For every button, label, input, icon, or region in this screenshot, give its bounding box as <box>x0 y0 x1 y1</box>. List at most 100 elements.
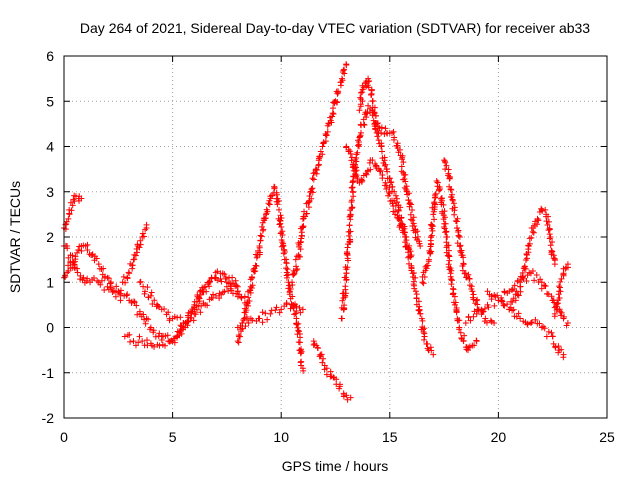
data-point-track-g <box>249 282 256 289</box>
data-point-track-c <box>67 258 74 265</box>
data-point-track-k <box>417 310 424 317</box>
data-point-track-l <box>370 109 377 116</box>
data-point-track-n <box>461 332 468 339</box>
data-point-track-k <box>344 244 351 251</box>
data-point-track-n <box>441 208 448 215</box>
data-point-track-k <box>410 270 417 277</box>
data-point-track-l <box>390 128 397 135</box>
data-point-track-m <box>386 184 393 191</box>
data-marks <box>61 61 571 403</box>
data-point-track-k <box>430 351 437 358</box>
data-point-track-d <box>136 244 143 251</box>
data-point-track-a <box>117 297 124 304</box>
data-point-track-f <box>238 295 245 302</box>
data-point-track-r <box>541 325 548 332</box>
data-point-track-q <box>533 221 540 228</box>
data-point-track-q <box>525 249 532 256</box>
data-point-track-m <box>358 176 365 183</box>
data-point-track-f <box>197 309 204 316</box>
data-point-track-q <box>535 217 542 224</box>
data-point-track-k <box>416 307 423 314</box>
data-point-track-n <box>451 293 458 300</box>
data-point-track-p <box>509 286 516 293</box>
data-point-track-q <box>514 291 521 298</box>
data-point-track-q <box>547 234 554 240</box>
data-point-track-g <box>295 328 302 335</box>
data-point-track-l <box>400 159 407 166</box>
data-point-track-e <box>170 335 177 342</box>
data-point-track-g <box>276 206 283 213</box>
data-point-track-l <box>409 217 416 224</box>
data-point-track-g <box>294 324 301 331</box>
data-point-track-f <box>177 322 184 329</box>
data-point-track-k <box>392 192 399 199</box>
data-point-track-o <box>487 317 494 324</box>
data-point-track-k <box>421 325 428 332</box>
data-point-track-c <box>146 326 153 333</box>
data-point-track-k <box>343 266 350 273</box>
data-point-track-o <box>442 159 449 166</box>
data-point-track-q <box>539 207 546 214</box>
data-point-track-n <box>465 344 472 351</box>
data-point-track-g <box>234 338 241 345</box>
data-point-track-k <box>415 298 422 305</box>
data-point-track-k <box>419 317 426 324</box>
data-point-track-e <box>144 337 151 344</box>
data-point-track-p <box>537 276 544 283</box>
data-point-track-c <box>71 265 78 272</box>
data-point-track-p <box>465 314 472 321</box>
data-point-track-p <box>462 319 469 326</box>
data-point-track-o <box>456 234 463 241</box>
data-point-track-i <box>297 246 304 253</box>
data-point-track-k <box>381 154 388 161</box>
data-point-track-p <box>475 307 482 314</box>
data-point-track-a <box>72 256 79 263</box>
data-point-track-n <box>432 201 439 208</box>
data-point-track-i <box>298 232 305 239</box>
data-point-track-h <box>255 315 262 322</box>
x-tick-label: 15 <box>382 429 398 445</box>
data-point-track-m <box>348 157 355 164</box>
data-point-track-k <box>421 336 428 343</box>
data-point-track-p <box>561 313 568 320</box>
data-point-track-p <box>531 277 538 284</box>
data-point-track-r <box>536 320 543 327</box>
data-point-track-g <box>241 305 248 312</box>
data-point-track-i <box>330 105 337 112</box>
data-point-track-q <box>545 227 552 234</box>
data-point-track-i <box>333 99 340 106</box>
data-point-track-g <box>300 367 307 374</box>
data-point-track-q <box>528 225 535 232</box>
data-point-track-l <box>405 190 412 197</box>
data-point-track-l <box>369 97 376 104</box>
data-point-track-c <box>131 299 138 306</box>
data-point-track-o <box>441 157 448 164</box>
data-point-track-c <box>233 282 240 289</box>
data-point-track-m <box>379 171 386 178</box>
data-point-track-f <box>141 290 148 297</box>
data-point-track-k <box>339 297 346 304</box>
data-point-track-c <box>145 316 152 323</box>
data-point-track-h <box>272 307 279 314</box>
data-point-track-d <box>137 241 144 248</box>
data-point-track-f <box>137 278 144 285</box>
data-point-track-d <box>139 230 146 237</box>
data-point-track-n <box>429 222 436 229</box>
data-point-track-d <box>129 265 136 272</box>
data-point-track-r <box>517 315 524 322</box>
data-point-track-o <box>459 267 466 274</box>
data-point-track-n <box>443 228 450 235</box>
data-point-track-s <box>556 295 563 302</box>
data-point-track-r <box>540 323 547 330</box>
data-point-track-h <box>259 319 266 326</box>
data-point-track-e <box>229 280 236 287</box>
data-point-track-o <box>458 249 465 256</box>
data-point-track-m <box>386 190 393 197</box>
data-point-track-k <box>348 197 355 204</box>
data-point-track-p <box>467 317 474 324</box>
data-point-track-e <box>197 287 204 294</box>
data-point-track-c <box>136 308 143 315</box>
data-point-track-s <box>564 264 571 271</box>
data-point-track-n <box>421 273 428 280</box>
data-point-track-n <box>443 244 450 251</box>
